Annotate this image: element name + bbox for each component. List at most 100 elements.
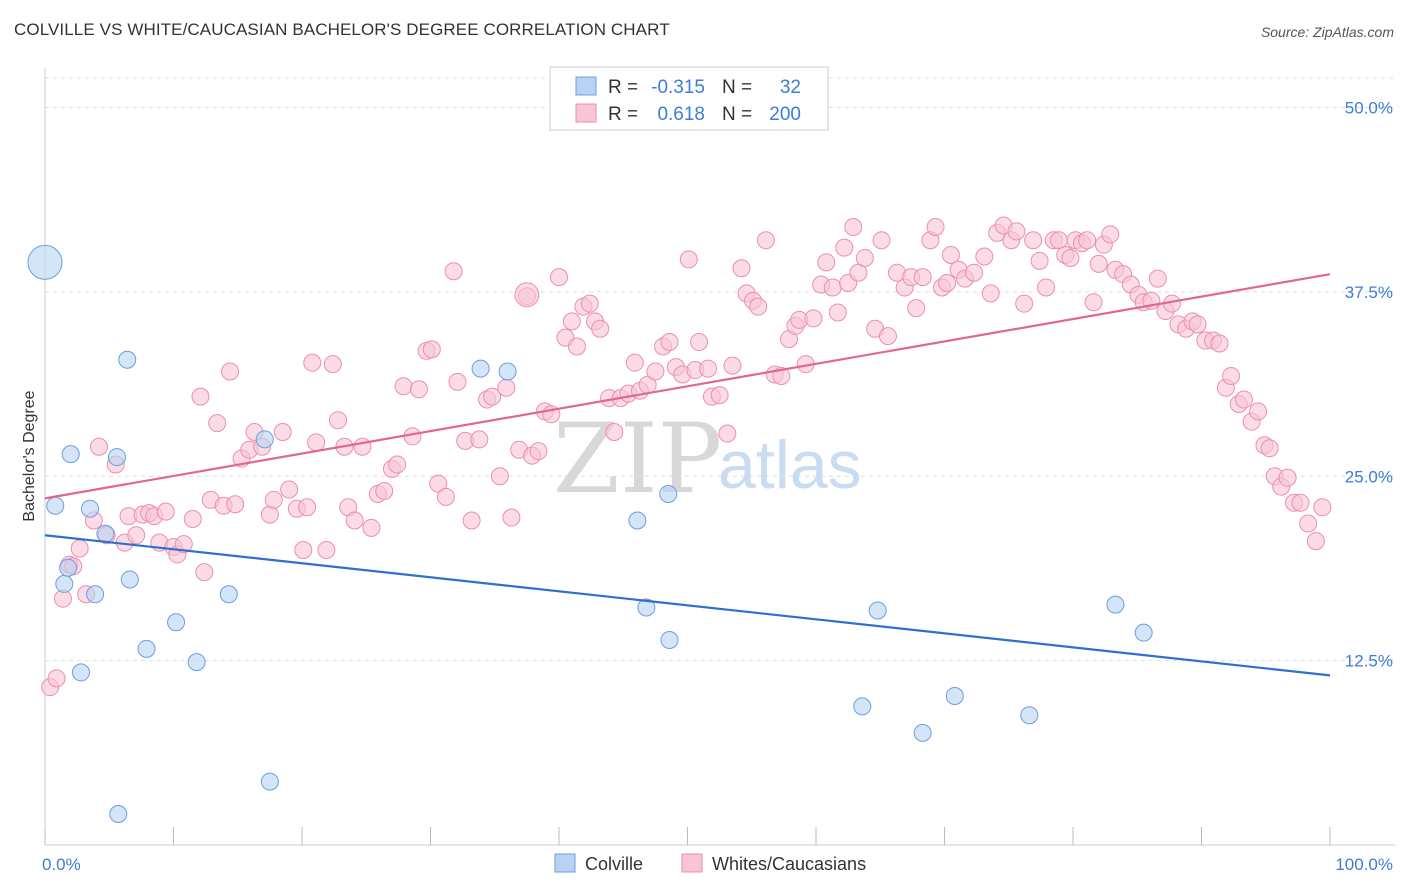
- white-point-194: [1306, 532, 1325, 551]
- colville-point-24: [659, 484, 678, 503]
- y-tick-labels: 12.5% 25.0% 37.5% 50.0%: [1345, 99, 1393, 671]
- colville-point-16: [219, 585, 238, 604]
- white-point-23: [191, 387, 210, 406]
- white-point-106: [732, 259, 751, 278]
- white-point-101: [699, 359, 718, 378]
- white-point-55: [394, 377, 413, 396]
- white-point-151: [1030, 251, 1049, 270]
- white-point-35: [264, 490, 283, 509]
- y-tick-label-3: 50.0%: [1345, 99, 1393, 118]
- white-point-103: [710, 386, 729, 405]
- legend-r-label-colville: R =: [608, 77, 638, 98]
- y-tick-label-0: 12.5%: [1345, 652, 1393, 671]
- legend-n-value-colville: 32: [780, 77, 801, 98]
- white-point-83: [580, 294, 599, 313]
- colville-point-7: [86, 585, 105, 604]
- white-point-40: [298, 498, 317, 517]
- stats-legend: R = -0.315 N = 32 R = 0.618 N = 200: [549, 66, 829, 131]
- trend-lines: [44, 273, 1331, 677]
- x-tick-label-min: 0.0%: [42, 855, 81, 874]
- white-point-124: [844, 217, 863, 236]
- white-point-5: [70, 539, 89, 558]
- white-point-68: [483, 387, 502, 406]
- watermark-atlas: atlas: [718, 427, 862, 503]
- series-colville: [27, 244, 1153, 824]
- white-point-80: [562, 312, 581, 331]
- chart-title: COLVILLE VS WHITE/CAUCASIAN BACHELOR'S D…: [14, 20, 670, 39]
- white-trend-line: [44, 273, 1331, 500]
- white-point-133: [907, 299, 926, 318]
- legend-swatch-white: [575, 103, 597, 123]
- colville-point-18: [260, 772, 279, 791]
- colville-point-10: [109, 805, 128, 824]
- white-point-49: [353, 437, 372, 456]
- white-point-161: [1089, 254, 1108, 273]
- colville-point-28: [945, 687, 964, 706]
- white-point-148: [1007, 222, 1026, 241]
- white-point-78: [550, 268, 568, 287]
- colville-point-23: [628, 511, 647, 530]
- white-point-144: [981, 284, 1000, 303]
- white-point-181: [1222, 366, 1241, 385]
- colville-point-11: [118, 350, 137, 369]
- white-point-170: [1148, 269, 1167, 288]
- white-point-95: [660, 333, 679, 352]
- colville-point-3: [59, 558, 78, 577]
- white-point-21: [174, 535, 193, 554]
- x-tick-label-max: 100.0%: [1335, 855, 1393, 874]
- white-point-90: [625, 353, 644, 372]
- white-point-138: [938, 274, 957, 293]
- white-point-120: [823, 278, 842, 297]
- colville-point-17: [255, 430, 274, 449]
- white-point-119: [817, 253, 836, 272]
- white-point-93: [646, 362, 665, 381]
- white-point-54: [388, 455, 407, 474]
- legend-r-value-colville: -0.315: [651, 77, 705, 98]
- colville-point-20: [498, 362, 517, 381]
- white-point-1: [47, 669, 66, 688]
- white-point-43: [317, 541, 336, 559]
- white-point-59: [422, 340, 441, 359]
- white-point-100: [690, 333, 709, 352]
- colville-point-9: [107, 448, 126, 467]
- white-point-159: [1078, 231, 1097, 250]
- white-point-63: [448, 372, 467, 391]
- legend-swatch-colville: [575, 76, 597, 96]
- colville-point-0: [27, 244, 63, 280]
- legend-r-label-white: R =: [608, 104, 638, 125]
- axes: [44, 68, 1395, 846]
- white-point-185: [1249, 402, 1268, 421]
- white-point-37: [280, 480, 299, 499]
- colville-point-4: [61, 445, 80, 464]
- colville-point-26: [853, 697, 872, 716]
- white-point-176: [1188, 315, 1207, 334]
- white-point-134: [913, 268, 932, 287]
- colville-point-19: [471, 359, 490, 378]
- white-point-190: [1278, 468, 1297, 487]
- white-point-156: [1061, 248, 1080, 267]
- colville-point-30: [1106, 595, 1125, 614]
- white-point-195: [1313, 498, 1332, 517]
- white-point-136: [926, 217, 945, 236]
- white-point-61: [436, 487, 455, 506]
- white-point-56: [403, 427, 422, 446]
- white-point-117: [804, 309, 823, 328]
- watermark-zip: ZIP: [553, 403, 722, 515]
- bottom-legend-label-white: Whites/Caucasians: [712, 854, 866, 874]
- bottom-legend-swatch-colville: [554, 853, 576, 873]
- series-whites-caucasians: [41, 216, 1332, 697]
- white-point-62: [444, 262, 463, 281]
- colville-point-29: [1020, 706, 1039, 725]
- y-tick-label-2: 37.5%: [1345, 283, 1393, 302]
- grid-lines: [45, 77, 1395, 662]
- bottom-legend-label-colville: Colville: [585, 854, 643, 874]
- white-point-13: [127, 526, 146, 545]
- white-point-50: [362, 518, 381, 537]
- colville-point-25: [868, 601, 887, 620]
- white-point-128: [872, 231, 891, 250]
- colville-point-27: [913, 723, 932, 742]
- white-point-105: [723, 356, 742, 375]
- colville-point-14: [167, 613, 186, 632]
- colville-point-1: [46, 496, 65, 515]
